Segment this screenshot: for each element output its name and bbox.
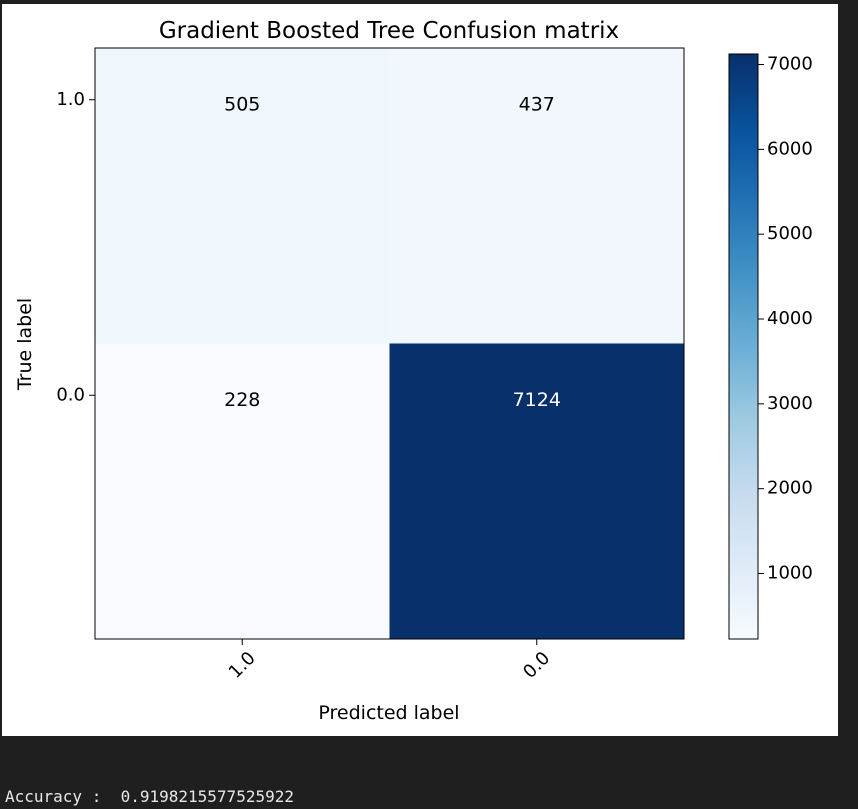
y-tick-label: 1.0 — [56, 89, 85, 110]
colorbar-tick-label: 1000 — [767, 563, 813, 584]
y-tick-label: 0.0 — [56, 384, 85, 405]
heatmap-cells: 505 437 228 7124 — [95, 48, 684, 639]
chart-title: Gradient Boosted Tree Confusion matrix — [159, 18, 619, 44]
cell-value-label: 228 — [224, 389, 260, 411]
accuracy-value: 0.9198215577525922 — [120, 787, 294, 806]
colorbar-tick-label: 3000 — [767, 393, 813, 414]
heatmap-cell — [95, 48, 390, 344]
cell-value-label: 7124 — [513, 389, 561, 411]
x-axis-label: Predicted label — [318, 702, 459, 724]
y-axis-label: True label — [14, 298, 36, 391]
x-tick-label: 1.0 — [225, 648, 260, 683]
cell-value-label: 437 — [519, 93, 555, 115]
accuracy-label: Accuracy : — [5, 787, 102, 806]
heatmap-cell — [389, 343, 684, 639]
colorbar — [728, 53, 759, 640]
colorbar-tick-label: 6000 — [767, 138, 813, 159]
plot-frame — [94, 47, 685, 640]
cell-value-label: 505 — [224, 93, 260, 115]
confusion-matrix-chart: Gradient Boosted Tree Confusion matrix 5… — [14, 18, 813, 724]
heatmap-cell — [95, 343, 390, 639]
colorbar-tick-label: 4000 — [767, 308, 813, 329]
colorbar-tick-label: 2000 — [767, 478, 813, 499]
x-tick-label: 0.0 — [519, 648, 554, 683]
y-ticks: 1.0 0.0 — [56, 89, 95, 405]
x-ticks: 1.0 0.0 — [225, 639, 554, 683]
colorbar-tick-label: 5000 — [767, 223, 813, 244]
heatmap-cell — [389, 48, 684, 344]
accuracy-output: Accuracy : 0.9198215577525922 — [5, 787, 294, 807]
chart-figure: Gradient Boosted Tree Confusion matrix 5… — [2, 4, 838, 736]
colorbar-ticks: 1000 2000 3000 4000 5000 6000 7000 — [758, 54, 813, 584]
colorbar-tick-label: 7000 — [767, 54, 813, 75]
